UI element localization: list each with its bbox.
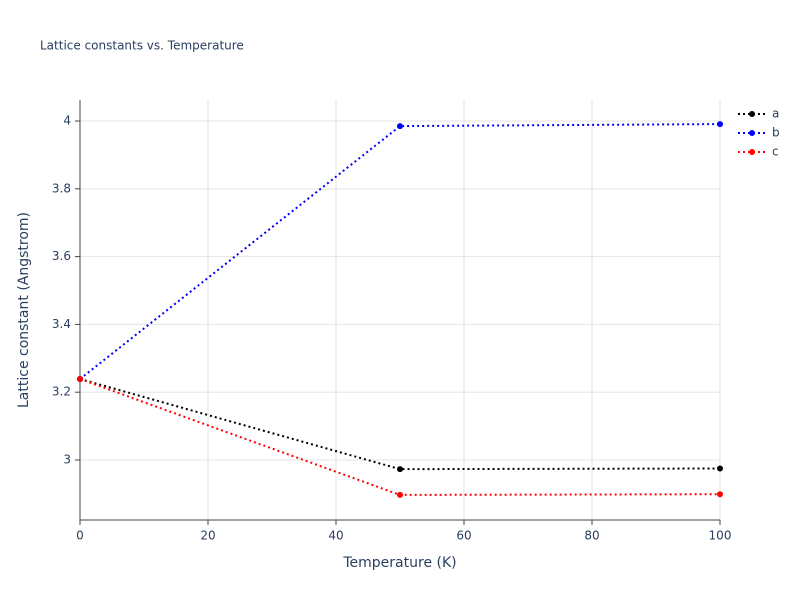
x-tick-label: 0 — [76, 529, 84, 543]
x-tick-label: 60 — [456, 529, 471, 543]
x-tick-label: 40 — [328, 529, 343, 543]
point — [717, 491, 723, 498]
y-tick-label: 4 — [63, 114, 71, 128]
x-axis-label: Temperature (K) — [342, 555, 456, 571]
y-tick-label: 3.8 — [52, 181, 71, 195]
point — [77, 375, 83, 382]
x-tick-label: 20 — [200, 529, 215, 543]
legend-label: c — [772, 145, 779, 159]
legend-label: a — [772, 107, 779, 121]
legend-marker — [749, 130, 755, 136]
x-tick-label: 100 — [709, 529, 732, 543]
point — [397, 466, 403, 473]
legend-marker — [749, 149, 755, 155]
x-tick-label: 80 — [584, 529, 599, 543]
series-line — [79, 378, 721, 471]
legend-marker — [749, 111, 755, 117]
point — [397, 123, 403, 130]
point — [397, 491, 403, 498]
y-axis-label: Lattice constant (Angstrom) — [16, 212, 32, 408]
point — [717, 465, 723, 472]
y-tick-label: 3.4 — [52, 317, 71, 331]
chart-title: Lattice constants vs. Temperature — [40, 39, 244, 53]
y-tick-label: 3.2 — [52, 385, 71, 399]
y-tick-label: 3.6 — [52, 249, 71, 263]
series-line — [79, 123, 721, 380]
point — [717, 121, 723, 128]
legend-label: b — [772, 126, 780, 140]
y-tick-label: 3 — [63, 453, 71, 467]
